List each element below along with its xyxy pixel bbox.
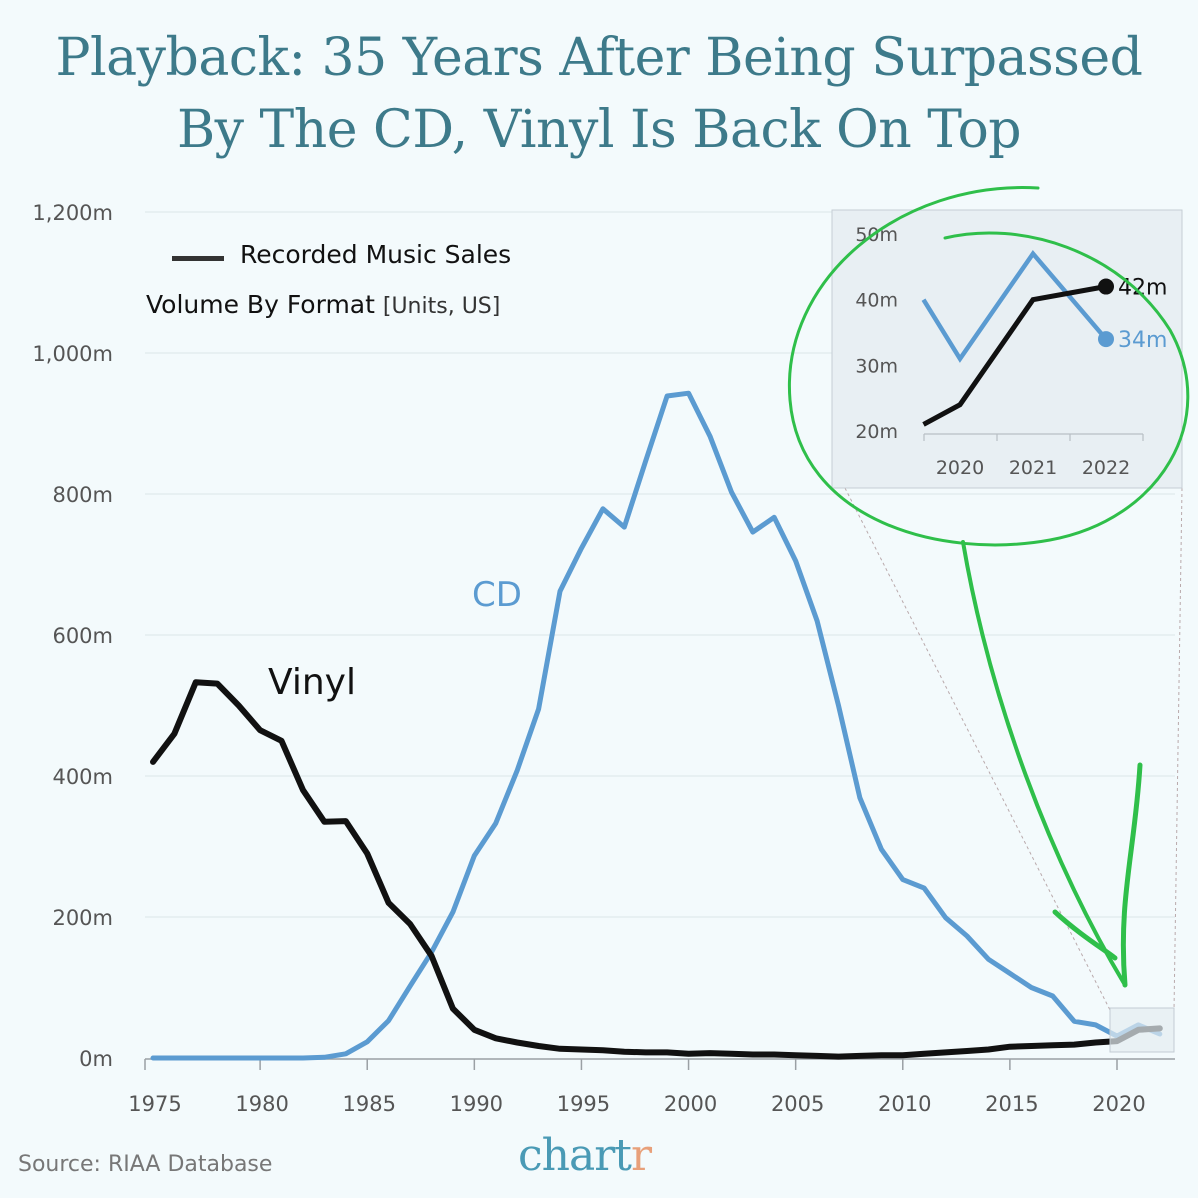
y-tick-label: 200m: [52, 906, 113, 930]
y-tick-label: 400m: [52, 765, 113, 789]
zoom-connector-left: [844, 487, 1111, 1011]
title-line-2: By The CD, Vinyl Is Back On Top: [176, 100, 1022, 160]
chartr-logo: chartr: [518, 1130, 652, 1181]
inset-x-tick-label: 2020: [936, 457, 984, 479]
x-tick-label: 1990: [450, 1092, 503, 1116]
inset-end-dot-cd: [1098, 331, 1114, 348]
x-tick-label: 2010: [878, 1092, 931, 1116]
y-tick-label: 1,200m: [32, 201, 113, 225]
inset-end-dot-vinyl: [1098, 278, 1114, 295]
annotation-circle: [787, 186, 1190, 547]
inset-end-label-cd: 34m: [1118, 328, 1167, 353]
series-line-cd: [150, 390, 1163, 1061]
series-labels: Vinyl CD: [268, 575, 522, 703]
inset-panel: [831, 209, 1183, 489]
x-tick-label: 1995: [557, 1092, 610, 1116]
legend-line-swatch: [172, 256, 224, 261]
inset-y-tick-label: 30m: [855, 355, 898, 377]
inset-line-cd: [921, 250, 1108, 363]
series-line-vinyl: [150, 679, 1163, 1060]
zoom-connector-right: [1173, 487, 1183, 1011]
annotation-arrow-shaft: [961, 540, 1127, 987]
title-line-1: Playback: 35 Years After Being Surpassed: [55, 28, 1143, 88]
series-label-vinyl: Vinyl: [268, 662, 356, 703]
zoom-region-box: [1109, 1007, 1175, 1053]
y-tick-label: 1,000m: [32, 342, 113, 366]
legend-label: Recorded Music Sales: [240, 240, 512, 269]
inset-x-tick-label: 2022: [1082, 457, 1130, 479]
y-tick-label: 0m: [79, 1047, 113, 1071]
green-annotations: [787, 186, 1190, 988]
source-note: Source: RIAA Database: [18, 1152, 273, 1177]
x-tick-label: 2015: [985, 1092, 1038, 1116]
inset-y-tick-label: 40m: [855, 290, 898, 312]
y-tick-label: 800m: [52, 483, 113, 507]
x-tick-label: 2020: [1092, 1092, 1145, 1116]
annotation-arrowhead: [1052, 762, 1143, 988]
subtitle-units: [Units, US]: [382, 294, 501, 319]
x-axis: 1975 1980 1985 1990 1995 2000 2005 2010 2015 2020: [128, 1058, 1175, 1116]
logo-main: chart: [518, 1130, 632, 1181]
x-tick-label: 2000: [664, 1092, 717, 1116]
inset-x-tick-label: 2021: [1009, 457, 1057, 479]
x-tick-label: 1980: [235, 1092, 288, 1116]
chart-title: Playback: 35 Years After Being Surpassed…: [0, 22, 1198, 166]
subtitle-main: Volume By Format: [146, 290, 375, 319]
inset-line-vinyl: [922, 284, 1107, 427]
y-axis-labels: 0m 200m 400m 600m 800m 1,000m 1,200m: [32, 201, 113, 1071]
x-tick-label: 1975: [128, 1092, 181, 1116]
x-tick-label: 2005: [771, 1092, 824, 1116]
chart-subtitle: Volume By Format [Units, US]: [146, 290, 500, 319]
logo-accent: r: [630, 1130, 652, 1181]
series-lines: [150, 390, 1163, 1061]
y-tick-label: 600m: [52, 624, 113, 648]
inset-y-tick-label: 20m: [855, 421, 898, 443]
series-label-cd: CD: [472, 575, 522, 615]
x-tick-label: 1985: [342, 1092, 395, 1116]
